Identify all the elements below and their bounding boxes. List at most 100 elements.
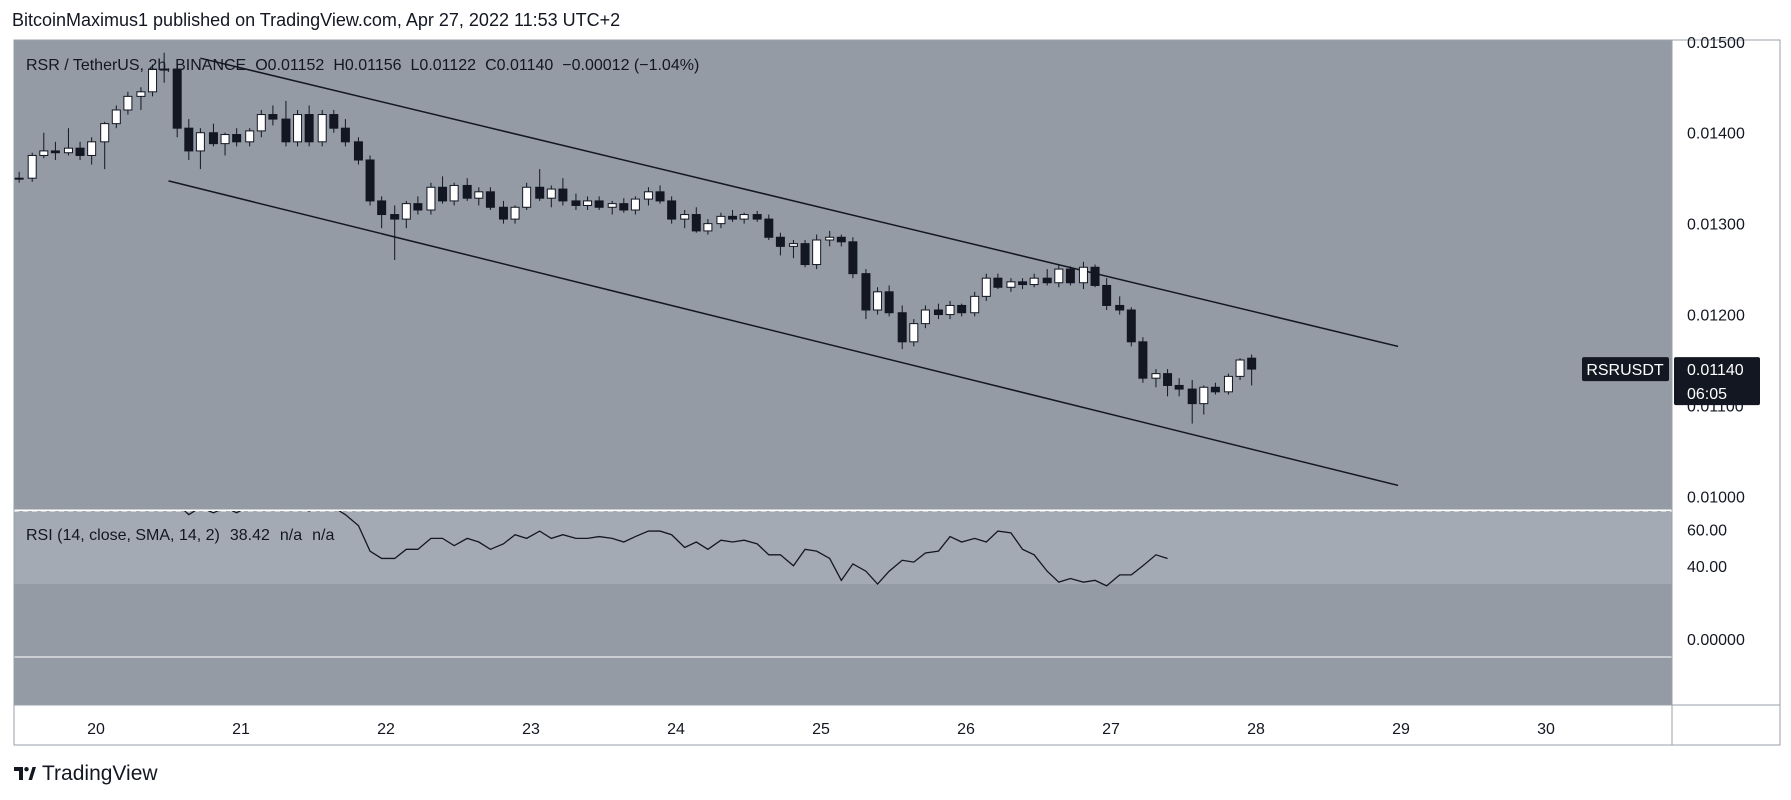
time-axis-tick: 22 [377,721,395,738]
candle-body [957,304,967,314]
candle-body [87,141,97,156]
candle-body [293,114,303,143]
candle [510,205,520,224]
candle-body [159,68,169,71]
price-axis-tick: 0.01200 [1687,308,1745,325]
currency-box[interactable] [1700,49,1752,77]
candle [920,305,930,329]
candle [14,171,24,183]
candle-body [728,215,738,220]
candle [739,212,749,224]
candle-body [920,309,930,325]
candle [426,182,436,215]
candle-body [390,214,400,220]
candle [1199,385,1209,415]
time-axis-tick: 29 [1392,721,1410,738]
candle [728,210,738,222]
candle [594,196,604,210]
candle [268,105,278,126]
time-axis-tick: 23 [522,721,540,738]
candle-body [848,241,858,275]
candle [667,196,677,224]
candle-body [353,141,363,161]
candle [788,240,798,259]
candle-body [50,150,60,154]
tradingview-logo-icon [14,767,36,780]
close-value: C0.01140 [485,57,553,74]
candle-body [75,147,85,156]
candle [1210,382,1220,395]
channel-lower-line[interactable] [168,180,1399,487]
candle-body [1029,277,1039,286]
time-axis-tick: 24 [667,721,685,738]
rsi-line[interactable] [19,458,1168,587]
candle [208,123,218,147]
candle [50,141,60,160]
candle [1163,369,1173,397]
candle [945,300,955,320]
currency-label: USDT [1706,56,1747,73]
price-pane[interactable] [14,40,1672,510]
candle [680,210,690,229]
candle [873,287,883,315]
candle [1006,278,1016,292]
candle [1174,378,1184,397]
candle [522,182,532,210]
candle-body [1042,277,1052,284]
candle-body [558,188,568,202]
change-value: −0.00012 (−1.04%) [562,57,699,74]
candle [607,200,617,215]
candle [1223,373,1233,395]
candle-body [1151,373,1161,379]
candle-body [993,277,1003,288]
candle [546,185,556,208]
candle [184,119,194,160]
rsi-axis-tick: 0.00000 [1687,632,1745,649]
rsi-band [14,511,1672,584]
candle [861,269,871,320]
candle-body [14,177,24,180]
candle-body [788,243,798,247]
candle [716,212,726,229]
symbol-legend: RSR / TetherUS, 2h, BINANCE O0.01152 H0.01… [26,57,699,74]
candle-body [861,273,871,311]
candle [1090,264,1100,288]
candle [401,200,411,229]
candle-body [498,206,508,220]
candle [1078,261,1088,290]
candle [884,285,894,317]
channel-upper-line[interactable] [200,57,1399,348]
candle [485,187,495,210]
candle-body [232,134,242,143]
candle-body [1078,266,1088,284]
candle [1187,380,1197,424]
candle [933,303,943,320]
candle-body [970,295,980,314]
candle-body [304,114,314,143]
time-axis-tick: 25 [812,721,830,738]
candle [136,87,146,110]
tradingview-brand: TradingView [42,762,158,785]
candle [970,291,980,317]
candle [232,128,242,147]
candle-body [220,134,230,145]
price-axis-tick: 0.01400 [1687,126,1745,143]
candle-body [184,127,194,152]
candle-body [1006,281,1016,288]
rsi-extra-value: n/a [312,527,334,544]
candle-body [1223,375,1233,393]
candle-body [148,68,158,93]
candle [329,110,339,133]
candle-body [933,309,943,316]
candle [981,273,991,301]
candle [1138,337,1148,383]
candle [812,234,822,270]
rsi-axis-tick: 60.00 [1687,522,1727,539]
candle-body [1174,384,1184,390]
symbol-badge-text: RSRUSDT [1586,362,1664,379]
time-axis-tick: 27 [1102,721,1120,738]
candle-body [884,291,894,314]
candle [764,214,774,240]
candle-body [340,127,350,143]
